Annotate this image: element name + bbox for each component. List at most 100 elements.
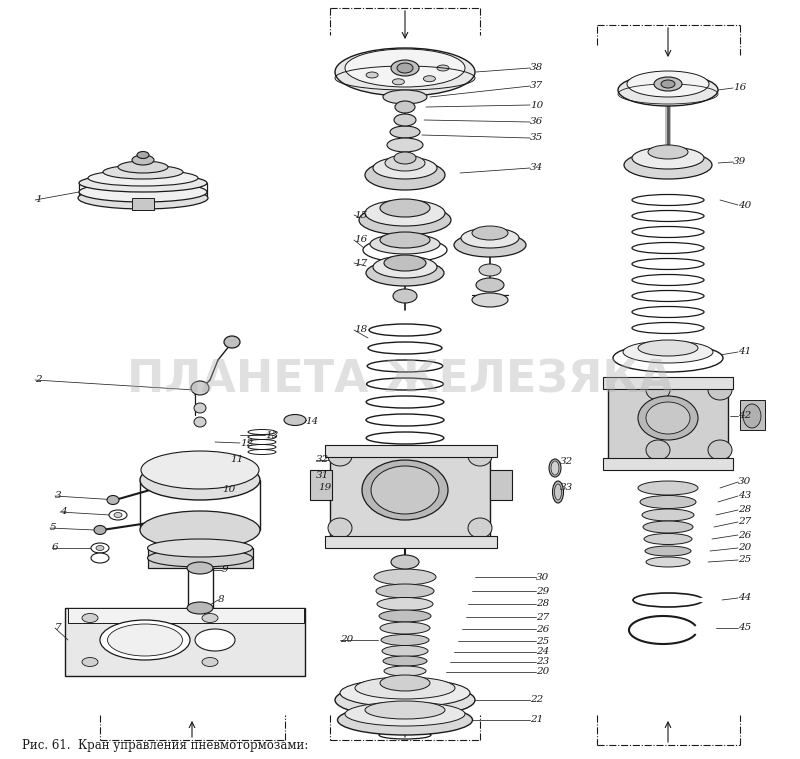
Text: 16: 16	[354, 235, 367, 244]
Ellipse shape	[103, 165, 183, 179]
Text: 40: 40	[738, 200, 751, 209]
Bar	[65, 608, 305, 676]
Ellipse shape	[640, 496, 696, 509]
Text: 10: 10	[222, 486, 235, 495]
Ellipse shape	[355, 677, 455, 699]
Ellipse shape	[387, 138, 423, 152]
Text: 16: 16	[733, 83, 746, 93]
Bar	[603, 458, 733, 470]
Ellipse shape	[472, 293, 508, 307]
Ellipse shape	[461, 228, 519, 248]
Ellipse shape	[646, 557, 690, 567]
Bar	[325, 536, 497, 548]
Ellipse shape	[654, 77, 682, 91]
Ellipse shape	[390, 126, 420, 138]
Ellipse shape	[627, 71, 709, 97]
Ellipse shape	[632, 147, 704, 169]
Text: 20: 20	[536, 667, 550, 676]
Ellipse shape	[380, 675, 430, 691]
Text: 43: 43	[738, 492, 751, 500]
Ellipse shape	[646, 402, 690, 434]
Text: 32: 32	[560, 458, 574, 467]
Text: 39: 39	[733, 158, 746, 166]
Ellipse shape	[638, 340, 698, 356]
Bar	[310, 470, 332, 500]
Text: 13: 13	[265, 430, 278, 439]
Ellipse shape	[107, 624, 182, 656]
Ellipse shape	[472, 226, 508, 240]
Text: 27: 27	[536, 613, 550, 622]
Text: 1: 1	[35, 196, 42, 204]
Ellipse shape	[100, 620, 190, 660]
Ellipse shape	[335, 683, 475, 717]
Text: 45: 45	[738, 623, 751, 632]
Ellipse shape	[437, 65, 449, 71]
Ellipse shape	[385, 155, 425, 171]
Ellipse shape	[708, 380, 732, 400]
Text: 28: 28	[536, 600, 550, 609]
Ellipse shape	[373, 256, 437, 278]
Ellipse shape	[359, 205, 451, 235]
Ellipse shape	[366, 72, 378, 78]
Ellipse shape	[187, 602, 213, 614]
Text: 14: 14	[305, 417, 318, 427]
Ellipse shape	[91, 553, 109, 563]
Ellipse shape	[648, 145, 688, 159]
Ellipse shape	[78, 187, 208, 209]
Ellipse shape	[383, 90, 427, 104]
Text: 4: 4	[60, 508, 66, 517]
Ellipse shape	[109, 510, 127, 520]
Ellipse shape	[646, 440, 670, 460]
Ellipse shape	[379, 610, 431, 622]
Ellipse shape	[638, 481, 698, 495]
Text: 9: 9	[222, 565, 229, 575]
Ellipse shape	[708, 440, 732, 460]
Ellipse shape	[328, 446, 352, 466]
Text: 38: 38	[530, 64, 543, 73]
Ellipse shape	[114, 512, 122, 518]
Ellipse shape	[91, 543, 109, 553]
Ellipse shape	[365, 200, 445, 226]
Ellipse shape	[82, 657, 98, 666]
Text: 15: 15	[354, 210, 367, 219]
Ellipse shape	[194, 417, 206, 427]
Text: 30: 30	[536, 572, 550, 581]
Text: 28: 28	[738, 505, 751, 515]
Ellipse shape	[642, 509, 694, 521]
Ellipse shape	[141, 451, 259, 489]
Text: 34: 34	[530, 163, 543, 172]
Bar	[603, 377, 733, 389]
Ellipse shape	[335, 48, 475, 96]
Ellipse shape	[384, 666, 426, 676]
Bar	[740, 400, 765, 430]
Ellipse shape	[147, 549, 253, 567]
Ellipse shape	[391, 60, 419, 76]
Text: 17: 17	[354, 259, 367, 267]
Ellipse shape	[661, 80, 675, 88]
Text: 22: 22	[530, 695, 543, 704]
Ellipse shape	[468, 446, 492, 466]
Text: 5: 5	[50, 524, 57, 533]
Text: 35: 35	[530, 134, 543, 143]
Text: 18: 18	[354, 326, 367, 335]
Ellipse shape	[638, 396, 698, 440]
Ellipse shape	[132, 155, 154, 165]
Text: 41: 41	[738, 348, 751, 357]
Ellipse shape	[643, 521, 693, 533]
Ellipse shape	[137, 152, 149, 159]
Bar	[148, 548, 253, 568]
Ellipse shape	[191, 381, 209, 395]
Ellipse shape	[373, 157, 437, 179]
Ellipse shape	[468, 518, 492, 538]
Ellipse shape	[284, 414, 306, 426]
Bar	[132, 198, 154, 210]
Ellipse shape	[187, 562, 213, 574]
Ellipse shape	[476, 278, 504, 292]
Ellipse shape	[365, 701, 445, 719]
Text: 19: 19	[318, 483, 331, 493]
Ellipse shape	[393, 79, 405, 85]
Text: 29: 29	[536, 587, 550, 596]
Bar	[608, 380, 728, 460]
Ellipse shape	[377, 597, 433, 610]
Bar	[330, 448, 490, 538]
